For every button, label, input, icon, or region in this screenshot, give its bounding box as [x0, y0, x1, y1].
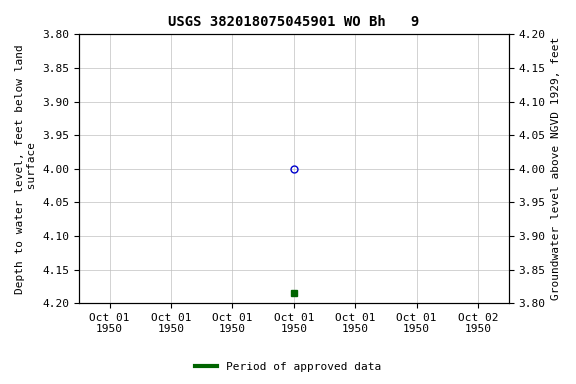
Legend: Period of approved data: Period of approved data	[191, 358, 385, 377]
Title: USGS 382018075045901 WO Bh   9: USGS 382018075045901 WO Bh 9	[168, 15, 419, 29]
Y-axis label: Depth to water level, feet below land
 surface: Depth to water level, feet below land su…	[15, 44, 37, 294]
Y-axis label: Groundwater level above NGVD 1929, feet: Groundwater level above NGVD 1929, feet	[551, 37, 561, 300]
